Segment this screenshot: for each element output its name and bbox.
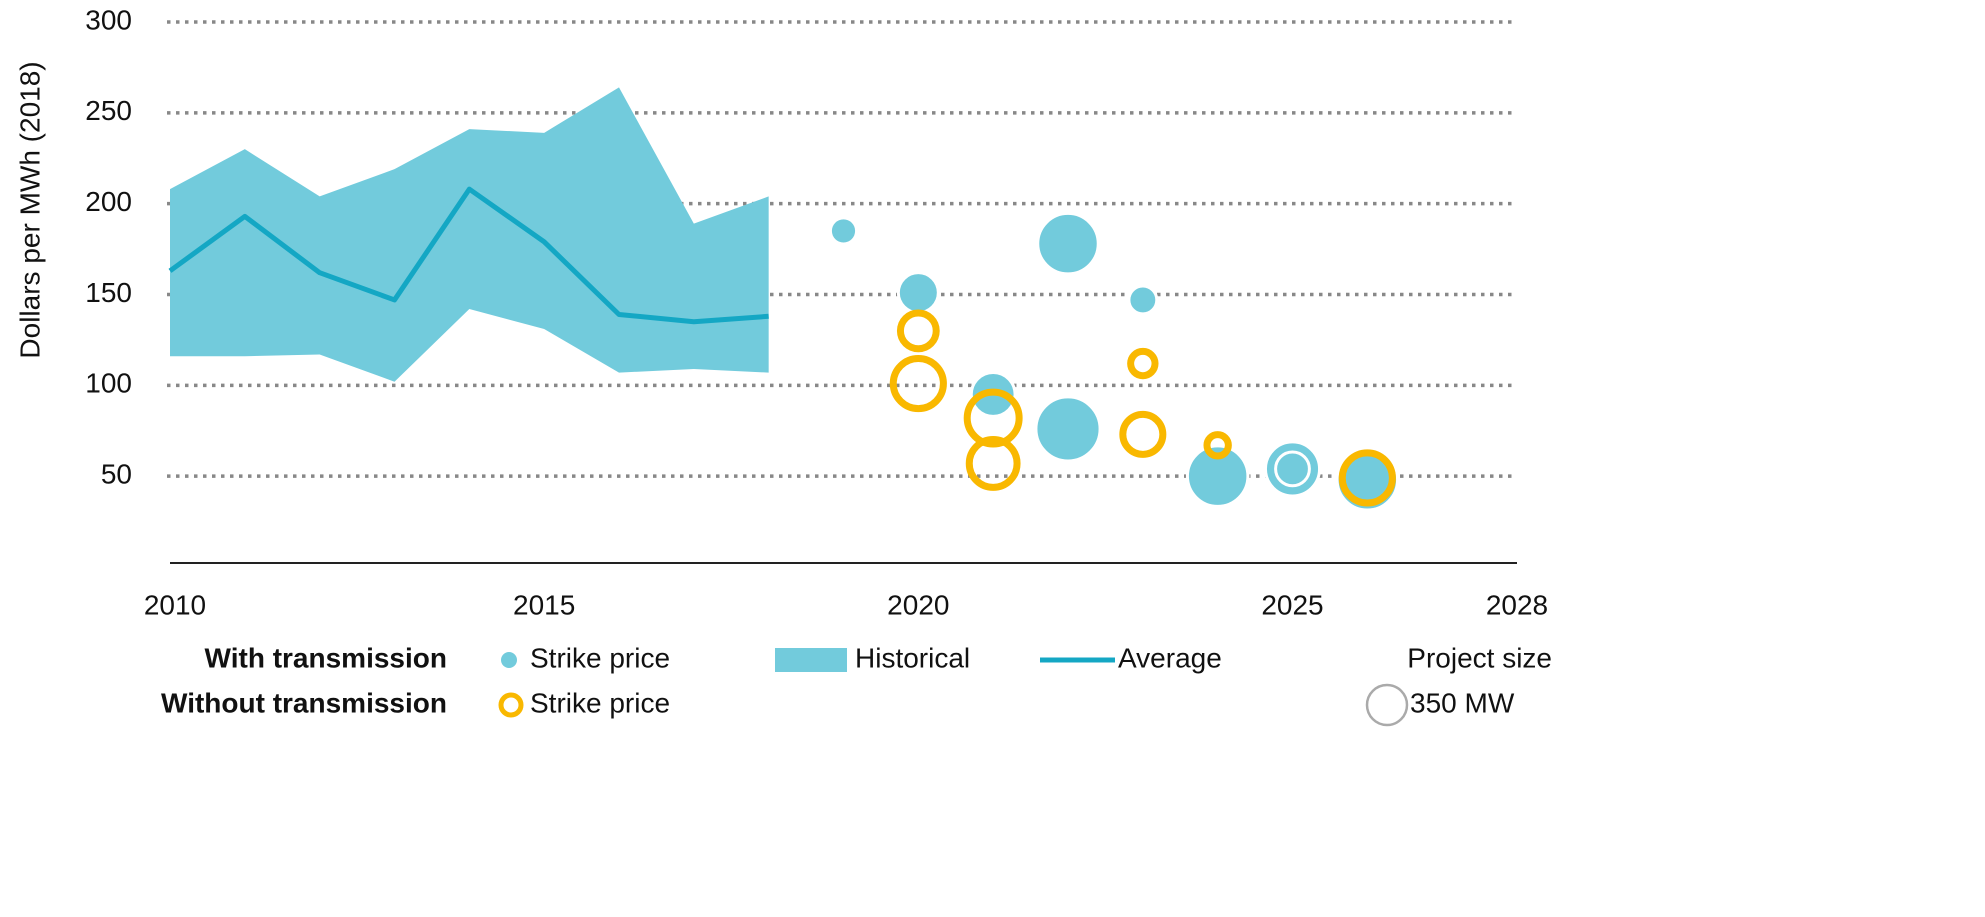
historical-area xyxy=(170,87,769,382)
x-tick-label: 2020 xyxy=(887,589,949,620)
legend-label: Strike price xyxy=(530,687,670,718)
y-tick-label: 300 xyxy=(85,4,132,35)
legend-label: Strike price xyxy=(530,642,670,673)
average-line xyxy=(168,186,769,325)
legend-swatch xyxy=(775,648,847,672)
ring-bubble xyxy=(896,309,940,353)
bubble xyxy=(1274,450,1311,488)
size-legend-title: Project size xyxy=(1407,642,1552,673)
x-tick-label: 2028 xyxy=(1486,589,1548,620)
bubble xyxy=(1034,395,1102,463)
bubble xyxy=(1127,284,1159,316)
x-tick-label: 2010 xyxy=(144,589,206,620)
y-tick-label: 150 xyxy=(85,277,132,308)
legend-group: With transmission xyxy=(205,642,447,673)
legend-group: Without transmission xyxy=(161,687,447,718)
ring-bubble xyxy=(1127,347,1159,380)
size-legend-ring xyxy=(1365,683,1409,727)
bubble xyxy=(1036,211,1100,276)
bubble xyxy=(828,216,859,246)
ring-bubble xyxy=(965,436,1021,491)
ring-bubble xyxy=(1203,431,1232,460)
y-tick-label: 250 xyxy=(85,95,132,126)
legend-swatch xyxy=(498,692,524,718)
ring-bubble xyxy=(963,388,1023,448)
ring-bubble xyxy=(1338,449,1396,507)
x-tick-label: 2025 xyxy=(1261,589,1323,620)
y-axis-label: Dollars per MWh (2018) xyxy=(14,61,45,358)
bubble xyxy=(896,271,940,315)
legend-label: Average xyxy=(1118,642,1222,673)
x-tick-label: 2015 xyxy=(513,589,575,620)
size-legend-label: 350 MW xyxy=(1410,687,1515,718)
y-tick-label: 200 xyxy=(85,186,132,217)
y-tick-label: 50 xyxy=(101,459,132,490)
y-tick-label: 100 xyxy=(85,368,132,399)
ring-bubble xyxy=(889,354,947,413)
bubble xyxy=(1185,444,1250,508)
legend-swatch xyxy=(501,652,517,668)
legend-label: Historical xyxy=(855,642,970,673)
ring-bubble xyxy=(1119,410,1167,458)
